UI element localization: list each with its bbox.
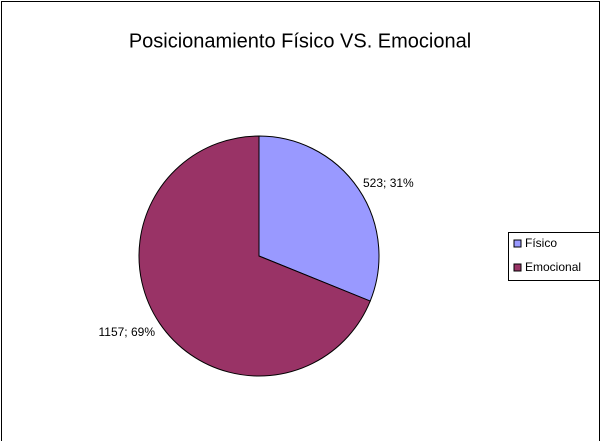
legend-swatch <box>513 263 522 272</box>
data-label: 523; 31% <box>363 176 414 190</box>
data-label: 1157; 69% <box>99 325 156 339</box>
legend-label: Físico <box>525 236 557 250</box>
legend-swatch <box>513 239 522 248</box>
pie-slice <box>258 135 380 302</box>
pie-slice <box>138 135 371 377</box>
chart-title: Posicionamiento Físico VS. Emocional <box>129 30 471 52</box>
legend-box <box>508 232 600 281</box>
legend-label: Emocional <box>525 260 581 274</box>
